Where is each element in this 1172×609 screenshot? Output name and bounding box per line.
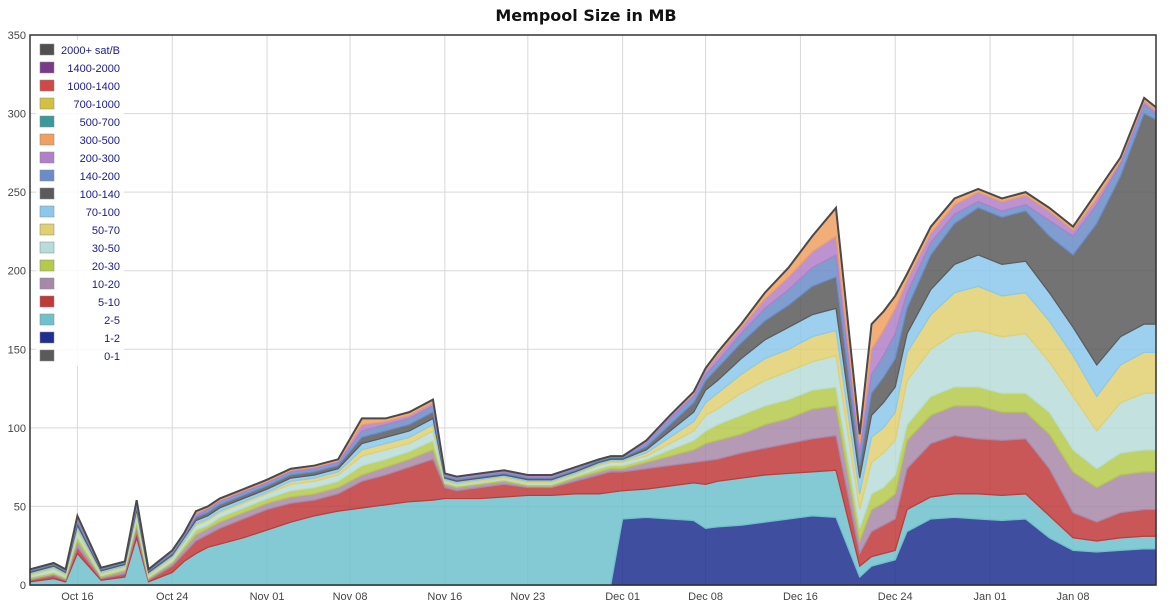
legend-swatch-100-140 — [39, 187, 55, 200]
legend-label-300-500: 300-500 — [80, 135, 120, 147]
legend-swatch-1000-1400 — [39, 79, 55, 92]
legend-label-700-1000: 700-1000 — [74, 99, 121, 111]
x-tick-label: Dec 24 — [878, 591, 913, 603]
legend-swatch-2000-sat-b — [39, 43, 55, 56]
x-tick-label: Dec 08 — [688, 591, 723, 603]
x-tick-label: Jan 08 — [1057, 591, 1090, 603]
legend-swatch-20-30 — [39, 259, 55, 272]
legend-swatch-10-20 — [39, 277, 55, 290]
y-tick-label: 200 — [8, 266, 26, 278]
legend-label-0-1: 0-1 — [104, 351, 120, 363]
x-tick-label: Dec 16 — [783, 591, 818, 603]
legend-label-2000-sat-b: 2000+ sat/B — [61, 45, 120, 57]
legend-swatch-0-1 — [39, 349, 55, 362]
y-tick-label: 150 — [8, 344, 26, 356]
legend-label-1-2: 1-2 — [104, 333, 120, 345]
legend-label-100-140: 100-140 — [80, 189, 120, 201]
legend-swatch-140-200 — [39, 169, 55, 182]
plot-area-border — [29, 34, 1157, 586]
x-axis-ticks: Oct 16 Oct 24 Nov 01 Nov 08 Nov 16 Nov 23 Dec … — [61, 591, 1089, 603]
legend-swatch-700-1000 — [39, 97, 55, 110]
legend-label-1400-2000: 1400-2000 — [67, 63, 120, 75]
y-tick-label: 50 — [14, 501, 26, 513]
legend-swatch-300-500 — [39, 133, 55, 146]
y-tick-label: 0 — [20, 580, 26, 592]
x-tick-label: Nov 01 — [250, 591, 285, 603]
legend-swatch-1400-2000 — [39, 61, 55, 74]
legend-swatch-500-700 — [39, 115, 55, 128]
legend-background — [36, 40, 124, 366]
y-tick-label: 100 — [8, 423, 26, 435]
legend-label-5-10: 5-10 — [98, 297, 120, 309]
x-tick-label: Dec 01 — [605, 591, 640, 603]
x-tick-label: Nov 16 — [427, 591, 462, 603]
x-tick-label: Oct 16 — [61, 591, 93, 603]
legend-label-10-20: 10-20 — [92, 279, 120, 291]
y-tick-label: 250 — [8, 187, 26, 199]
legend-swatch-5-10 — [39, 295, 55, 308]
legend-swatch-2-5 — [39, 313, 55, 326]
legend-label-1000-1400: 1000-1400 — [67, 81, 120, 93]
legend-label-70-100: 70-100 — [86, 207, 120, 219]
legend-swatch-70-100 — [39, 205, 55, 218]
x-tick-label: Nov 23 — [510, 591, 545, 603]
legend-label-140-200: 140-200 — [80, 171, 120, 183]
legend-label-30-50: 30-50 — [92, 243, 120, 255]
total-outline — [29, 96, 1157, 572]
legend-label-500-700: 500-700 — [80, 117, 120, 129]
legend-label-20-30: 20-30 — [92, 261, 120, 273]
chart-title: Mempool Size in MB — [495, 6, 677, 25]
x-tick-label: Jan 01 — [974, 591, 1007, 603]
legend-swatch-200-300 — [39, 151, 55, 164]
y-tick-label: 300 — [8, 109, 26, 121]
y-axis-ticks: 0 50 100 150 200 250 300 350 — [8, 30, 26, 592]
legend-label-50-70: 50-70 — [92, 225, 120, 237]
legend: 2000+ sat/B 1400-2000 1000-1400 700-1000 500… — [36, 40, 124, 366]
x-tick-label: Nov 08 — [333, 591, 368, 603]
legend-label-200-300: 200-300 — [80, 153, 120, 165]
legend-label-2-5: 2-5 — [104, 315, 120, 327]
y-tick-label: 350 — [8, 30, 26, 42]
x-tick-label: Oct 24 — [156, 591, 188, 603]
legend-swatch-1-2 — [39, 331, 55, 344]
legend-swatch-30-50 — [39, 241, 55, 254]
legend-swatch-50-70 — [39, 223, 55, 236]
